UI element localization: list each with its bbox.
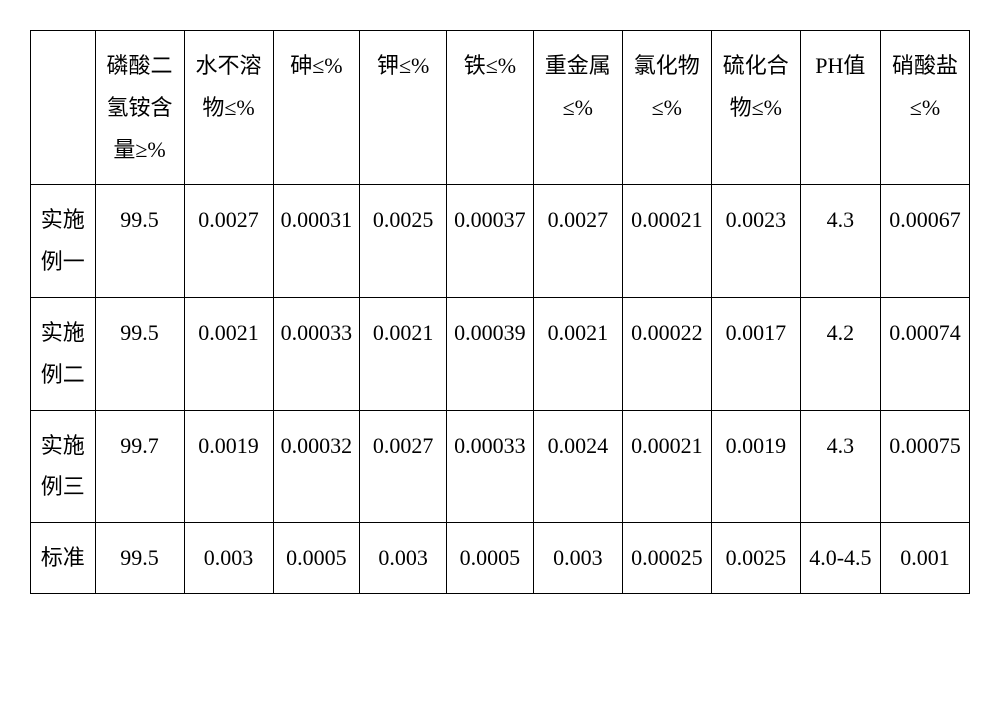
table-row: 实施例一99.50.00270.000310.00250.000370.0027… bbox=[31, 185, 970, 298]
cell: 0.003 bbox=[184, 523, 273, 594]
cell: 4.2 bbox=[800, 297, 880, 410]
cell: 0.0005 bbox=[273, 523, 360, 594]
row-label: 标准 bbox=[31, 523, 96, 594]
cell: 0.00067 bbox=[880, 185, 969, 298]
cell: 0.0025 bbox=[360, 185, 447, 298]
col-header-10: 硝酸盐≤% bbox=[880, 31, 969, 185]
col-header-1: 磷酸二氢铵含量≥% bbox=[95, 31, 184, 185]
header-row: 磷酸二氢铵含量≥%水不溶物≤%砷≤%钾≤%铁≤%重金属≤%氯化物≤%硫化合物≤%… bbox=[31, 31, 970, 185]
col-header-0 bbox=[31, 31, 96, 185]
cell: 0.0019 bbox=[184, 410, 273, 523]
cell: 0.0021 bbox=[360, 297, 447, 410]
cell: 0.00022 bbox=[622, 297, 711, 410]
cell: 99.7 bbox=[95, 410, 184, 523]
table-row: 标准99.50.0030.00050.0030.00050.0030.00025… bbox=[31, 523, 970, 594]
cell: 0.003 bbox=[360, 523, 447, 594]
cell: 0.0027 bbox=[360, 410, 447, 523]
col-header-6: 重金属≤% bbox=[533, 31, 622, 185]
row-label: 实施例一 bbox=[31, 185, 96, 298]
col-header-4: 钾≤% bbox=[360, 31, 447, 185]
table-head: 磷酸二氢铵含量≥%水不溶物≤%砷≤%钾≤%铁≤%重金属≤%氯化物≤%硫化合物≤%… bbox=[31, 31, 970, 185]
cell: 0.0017 bbox=[711, 297, 800, 410]
cell: 0.00033 bbox=[447, 410, 534, 523]
col-header-2: 水不溶物≤% bbox=[184, 31, 273, 185]
cell: 0.0021 bbox=[533, 297, 622, 410]
col-header-7: 氯化物≤% bbox=[622, 31, 711, 185]
cell: 0.0027 bbox=[533, 185, 622, 298]
col-header-5: 铁≤% bbox=[447, 31, 534, 185]
cell: 99.5 bbox=[95, 523, 184, 594]
cell: 0.0025 bbox=[711, 523, 800, 594]
cell: 0.0021 bbox=[184, 297, 273, 410]
cell: 4.0-4.5 bbox=[800, 523, 880, 594]
cell: 0.0005 bbox=[447, 523, 534, 594]
cell: 0.0023 bbox=[711, 185, 800, 298]
cell: 0.00037 bbox=[447, 185, 534, 298]
cell: 0.0024 bbox=[533, 410, 622, 523]
col-header-8: 硫化合物≤% bbox=[711, 31, 800, 185]
row-label: 实施例三 bbox=[31, 410, 96, 523]
cell: 0.00039 bbox=[447, 297, 534, 410]
cell: 99.5 bbox=[95, 185, 184, 298]
col-header-3: 砷≤% bbox=[273, 31, 360, 185]
table-row: 实施例三99.70.00190.000320.00270.000330.0024… bbox=[31, 410, 970, 523]
cell: 0.00025 bbox=[622, 523, 711, 594]
cell: 4.3 bbox=[800, 410, 880, 523]
data-table: 磷酸二氢铵含量≥%水不溶物≤%砷≤%钾≤%铁≤%重金属≤%氯化物≤%硫化合物≤%… bbox=[30, 30, 970, 594]
cell: 4.3 bbox=[800, 185, 880, 298]
row-label: 实施例二 bbox=[31, 297, 96, 410]
cell: 0.0019 bbox=[711, 410, 800, 523]
cell: 0.0027 bbox=[184, 185, 273, 298]
cell: 0.00021 bbox=[622, 185, 711, 298]
col-header-9: PH值 bbox=[800, 31, 880, 185]
cell: 99.5 bbox=[95, 297, 184, 410]
cell: 0.00033 bbox=[273, 297, 360, 410]
cell: 0.00075 bbox=[880, 410, 969, 523]
cell: 0.00074 bbox=[880, 297, 969, 410]
cell: 0.003 bbox=[533, 523, 622, 594]
cell: 0.00031 bbox=[273, 185, 360, 298]
cell: 0.00021 bbox=[622, 410, 711, 523]
table-row: 实施例二99.50.00210.000330.00210.000390.0021… bbox=[31, 297, 970, 410]
table-body: 实施例一99.50.00270.000310.00250.000370.0027… bbox=[31, 185, 970, 594]
cell: 0.001 bbox=[880, 523, 969, 594]
cell: 0.00032 bbox=[273, 410, 360, 523]
